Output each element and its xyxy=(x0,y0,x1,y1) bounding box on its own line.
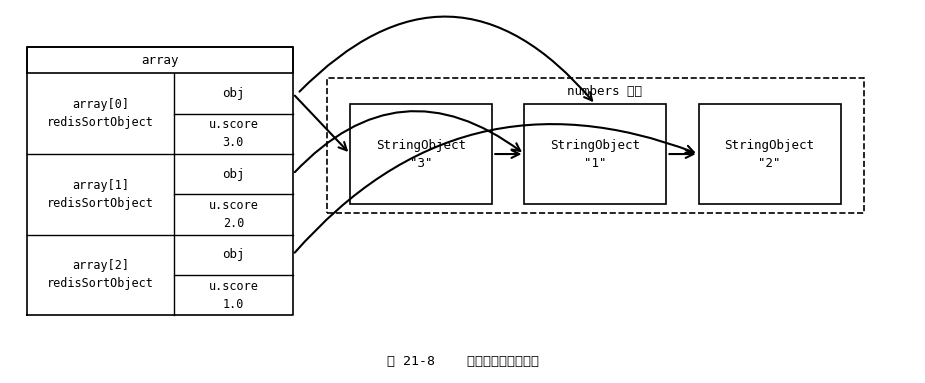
FancyBboxPatch shape xyxy=(698,105,841,204)
Text: obj: obj xyxy=(222,248,244,261)
Text: u.score
3.0: u.score 3.0 xyxy=(208,118,258,149)
Text: numbers 链表: numbers 链表 xyxy=(567,85,642,98)
Text: u.score
2.0: u.score 2.0 xyxy=(208,199,258,230)
Text: array[1]
redisSortObject: array[1] redisSortObject xyxy=(47,179,154,210)
Text: StringObject
"3": StringObject "3" xyxy=(376,139,466,170)
Text: StringObject
"2": StringObject "2" xyxy=(724,139,815,170)
FancyBboxPatch shape xyxy=(524,105,666,204)
Text: StringObject
"1": StringObject "1" xyxy=(550,139,640,170)
Text: u.score
1.0: u.score 1.0 xyxy=(208,280,258,311)
Text: obj: obj xyxy=(222,87,244,100)
FancyBboxPatch shape xyxy=(351,105,492,204)
Text: array[0]
redisSortObject: array[0] redisSortObject xyxy=(47,98,154,129)
Text: array: array xyxy=(142,54,179,67)
Text: obj: obj xyxy=(222,168,244,181)
Text: array[2]
redisSortObject: array[2] redisSortObject xyxy=(47,259,154,290)
Text: 图 21-8    执行降序排序的数组: 图 21-8 执行降序排序的数组 xyxy=(387,355,538,368)
